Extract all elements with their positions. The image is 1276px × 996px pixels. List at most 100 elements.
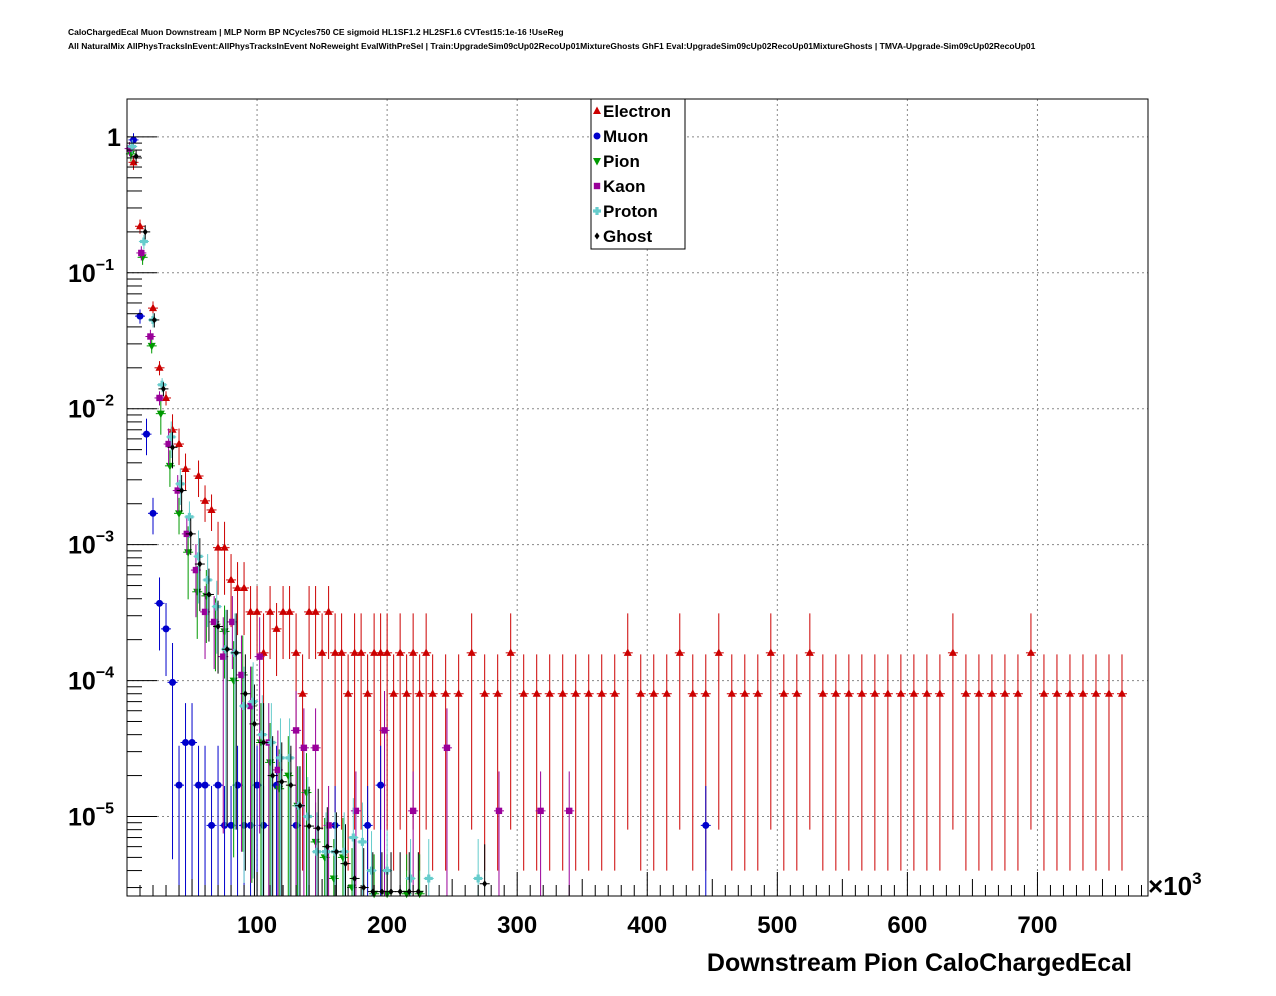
data-point xyxy=(367,866,376,875)
data-point xyxy=(266,607,275,615)
x-tick-label: 100 xyxy=(237,912,277,939)
data-point xyxy=(275,785,284,794)
data-point xyxy=(377,781,385,789)
data-point xyxy=(688,689,697,697)
legend-marker xyxy=(593,106,601,114)
data-point xyxy=(247,702,254,710)
data-point xyxy=(357,648,366,656)
data-point xyxy=(909,689,918,697)
data-point xyxy=(220,653,227,660)
data-point xyxy=(545,689,554,697)
data-point xyxy=(136,221,145,230)
data-point xyxy=(558,689,567,697)
data-point xyxy=(212,602,221,611)
x-tick-label: 300 xyxy=(497,912,537,939)
data-point xyxy=(870,689,879,697)
data-point xyxy=(1078,689,1087,697)
data-point xyxy=(415,888,421,896)
legend-label: Ghost xyxy=(603,227,652,246)
data-point xyxy=(147,342,156,351)
data-point xyxy=(201,781,209,789)
data-point xyxy=(409,648,418,656)
x-axis-label: Downstream Pion CaloChargedEcal xyxy=(707,949,1132,977)
data-point xyxy=(162,625,170,633)
data-point xyxy=(344,689,353,697)
data-point xyxy=(305,607,314,615)
data-point xyxy=(258,730,267,739)
data-point xyxy=(1091,689,1100,697)
data-point xyxy=(297,802,303,810)
legend-item-muon: Muon xyxy=(593,127,648,146)
data-point xyxy=(279,778,285,786)
data-point xyxy=(584,689,593,697)
data-point xyxy=(195,781,203,789)
data-point xyxy=(168,425,177,433)
data-point xyxy=(636,689,645,697)
legend-item-ghost: Ghost xyxy=(594,227,652,246)
data-point xyxy=(315,824,321,832)
data-point xyxy=(428,689,437,697)
data-point xyxy=(300,744,308,752)
legend-item-pion: Pion xyxy=(593,152,640,171)
x-multiplier: ×103 xyxy=(1148,869,1202,901)
data-point xyxy=(181,464,190,473)
data-point xyxy=(792,689,801,697)
data-point xyxy=(376,648,385,656)
legend-label: Kaon xyxy=(603,177,646,196)
data-point xyxy=(169,678,177,686)
data-point xyxy=(566,807,573,815)
data-point xyxy=(206,590,212,598)
data-point xyxy=(158,380,167,389)
data-point xyxy=(532,689,541,697)
data-point xyxy=(363,689,372,697)
data-point xyxy=(350,648,359,656)
series-ghost xyxy=(131,149,490,896)
data-point xyxy=(274,766,282,774)
data-point xyxy=(194,471,203,479)
data-point xyxy=(340,847,349,856)
data-point xyxy=(857,689,866,697)
y-tick-labels: 1 10−1 10−2 10−3 10−4 10−5 xyxy=(68,124,121,832)
data-point xyxy=(147,333,154,340)
data-point xyxy=(381,727,388,734)
data-point xyxy=(352,874,358,882)
data-point xyxy=(443,744,451,752)
data-point xyxy=(1104,689,1113,697)
y-tick-label: 10−4 xyxy=(68,665,114,696)
data-markers xyxy=(124,133,1127,899)
data-point xyxy=(701,689,710,697)
data-point xyxy=(240,701,249,710)
data-point xyxy=(253,781,261,789)
data-point xyxy=(922,689,931,697)
data-point xyxy=(424,874,433,883)
series-proton xyxy=(127,139,484,896)
legend-label: Muon xyxy=(603,127,648,146)
data-point xyxy=(506,648,515,656)
data-point xyxy=(571,689,580,697)
data-point xyxy=(383,866,392,875)
data-point xyxy=(162,393,171,401)
data-point xyxy=(170,443,176,451)
legend-marker xyxy=(593,132,601,140)
data-point xyxy=(188,530,194,538)
data-point xyxy=(389,689,398,697)
data-point xyxy=(214,543,223,551)
data-point xyxy=(288,781,294,789)
data-point xyxy=(210,618,218,626)
legend-item-electron: Electron xyxy=(593,102,671,121)
data-point xyxy=(467,648,476,656)
data-point xyxy=(267,738,276,747)
data-point xyxy=(253,607,262,615)
data-point xyxy=(396,648,405,656)
data-point xyxy=(610,689,619,697)
data-point xyxy=(298,689,307,697)
data-point xyxy=(215,622,221,630)
data-point xyxy=(441,689,450,697)
legend-label: Electron xyxy=(603,102,671,121)
data-point xyxy=(537,807,544,815)
data-point xyxy=(175,781,183,789)
data-point xyxy=(311,607,320,615)
data-point xyxy=(495,807,503,815)
data-point xyxy=(961,689,970,697)
